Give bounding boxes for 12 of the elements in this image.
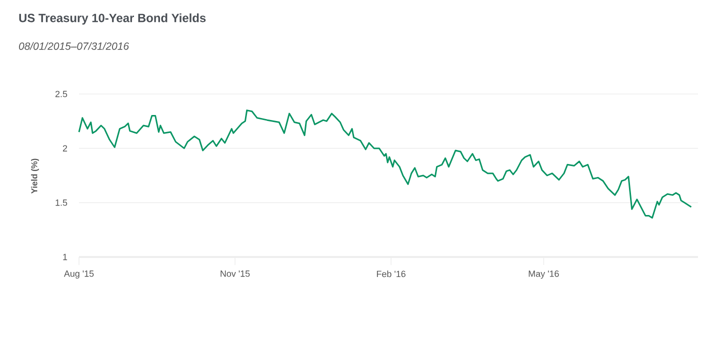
x-tick-label: May '16 — [528, 270, 559, 279]
y-tick-label: 1 — [63, 254, 68, 260]
x-tick-label: Nov '15 — [220, 270, 250, 277]
y-tick-label: 1.5 — [56, 200, 68, 206]
x-tick-label: Feb '16 — [376, 270, 406, 278]
chart-title: US Treasury 10-Year Bond Yields — [19, 13, 206, 25]
line-series — [78, 110, 692, 219]
x-tick-label: Aug '15 — [64, 270, 94, 279]
y-axis-title: Yield (%) — [31, 158, 39, 194]
y-tick-label: 2 — [62, 145, 68, 152]
chart-subtitle: 08/01/2015–07/31/2016 — [18, 42, 130, 50]
y-tick-label: 2.5 — [55, 90, 68, 98]
